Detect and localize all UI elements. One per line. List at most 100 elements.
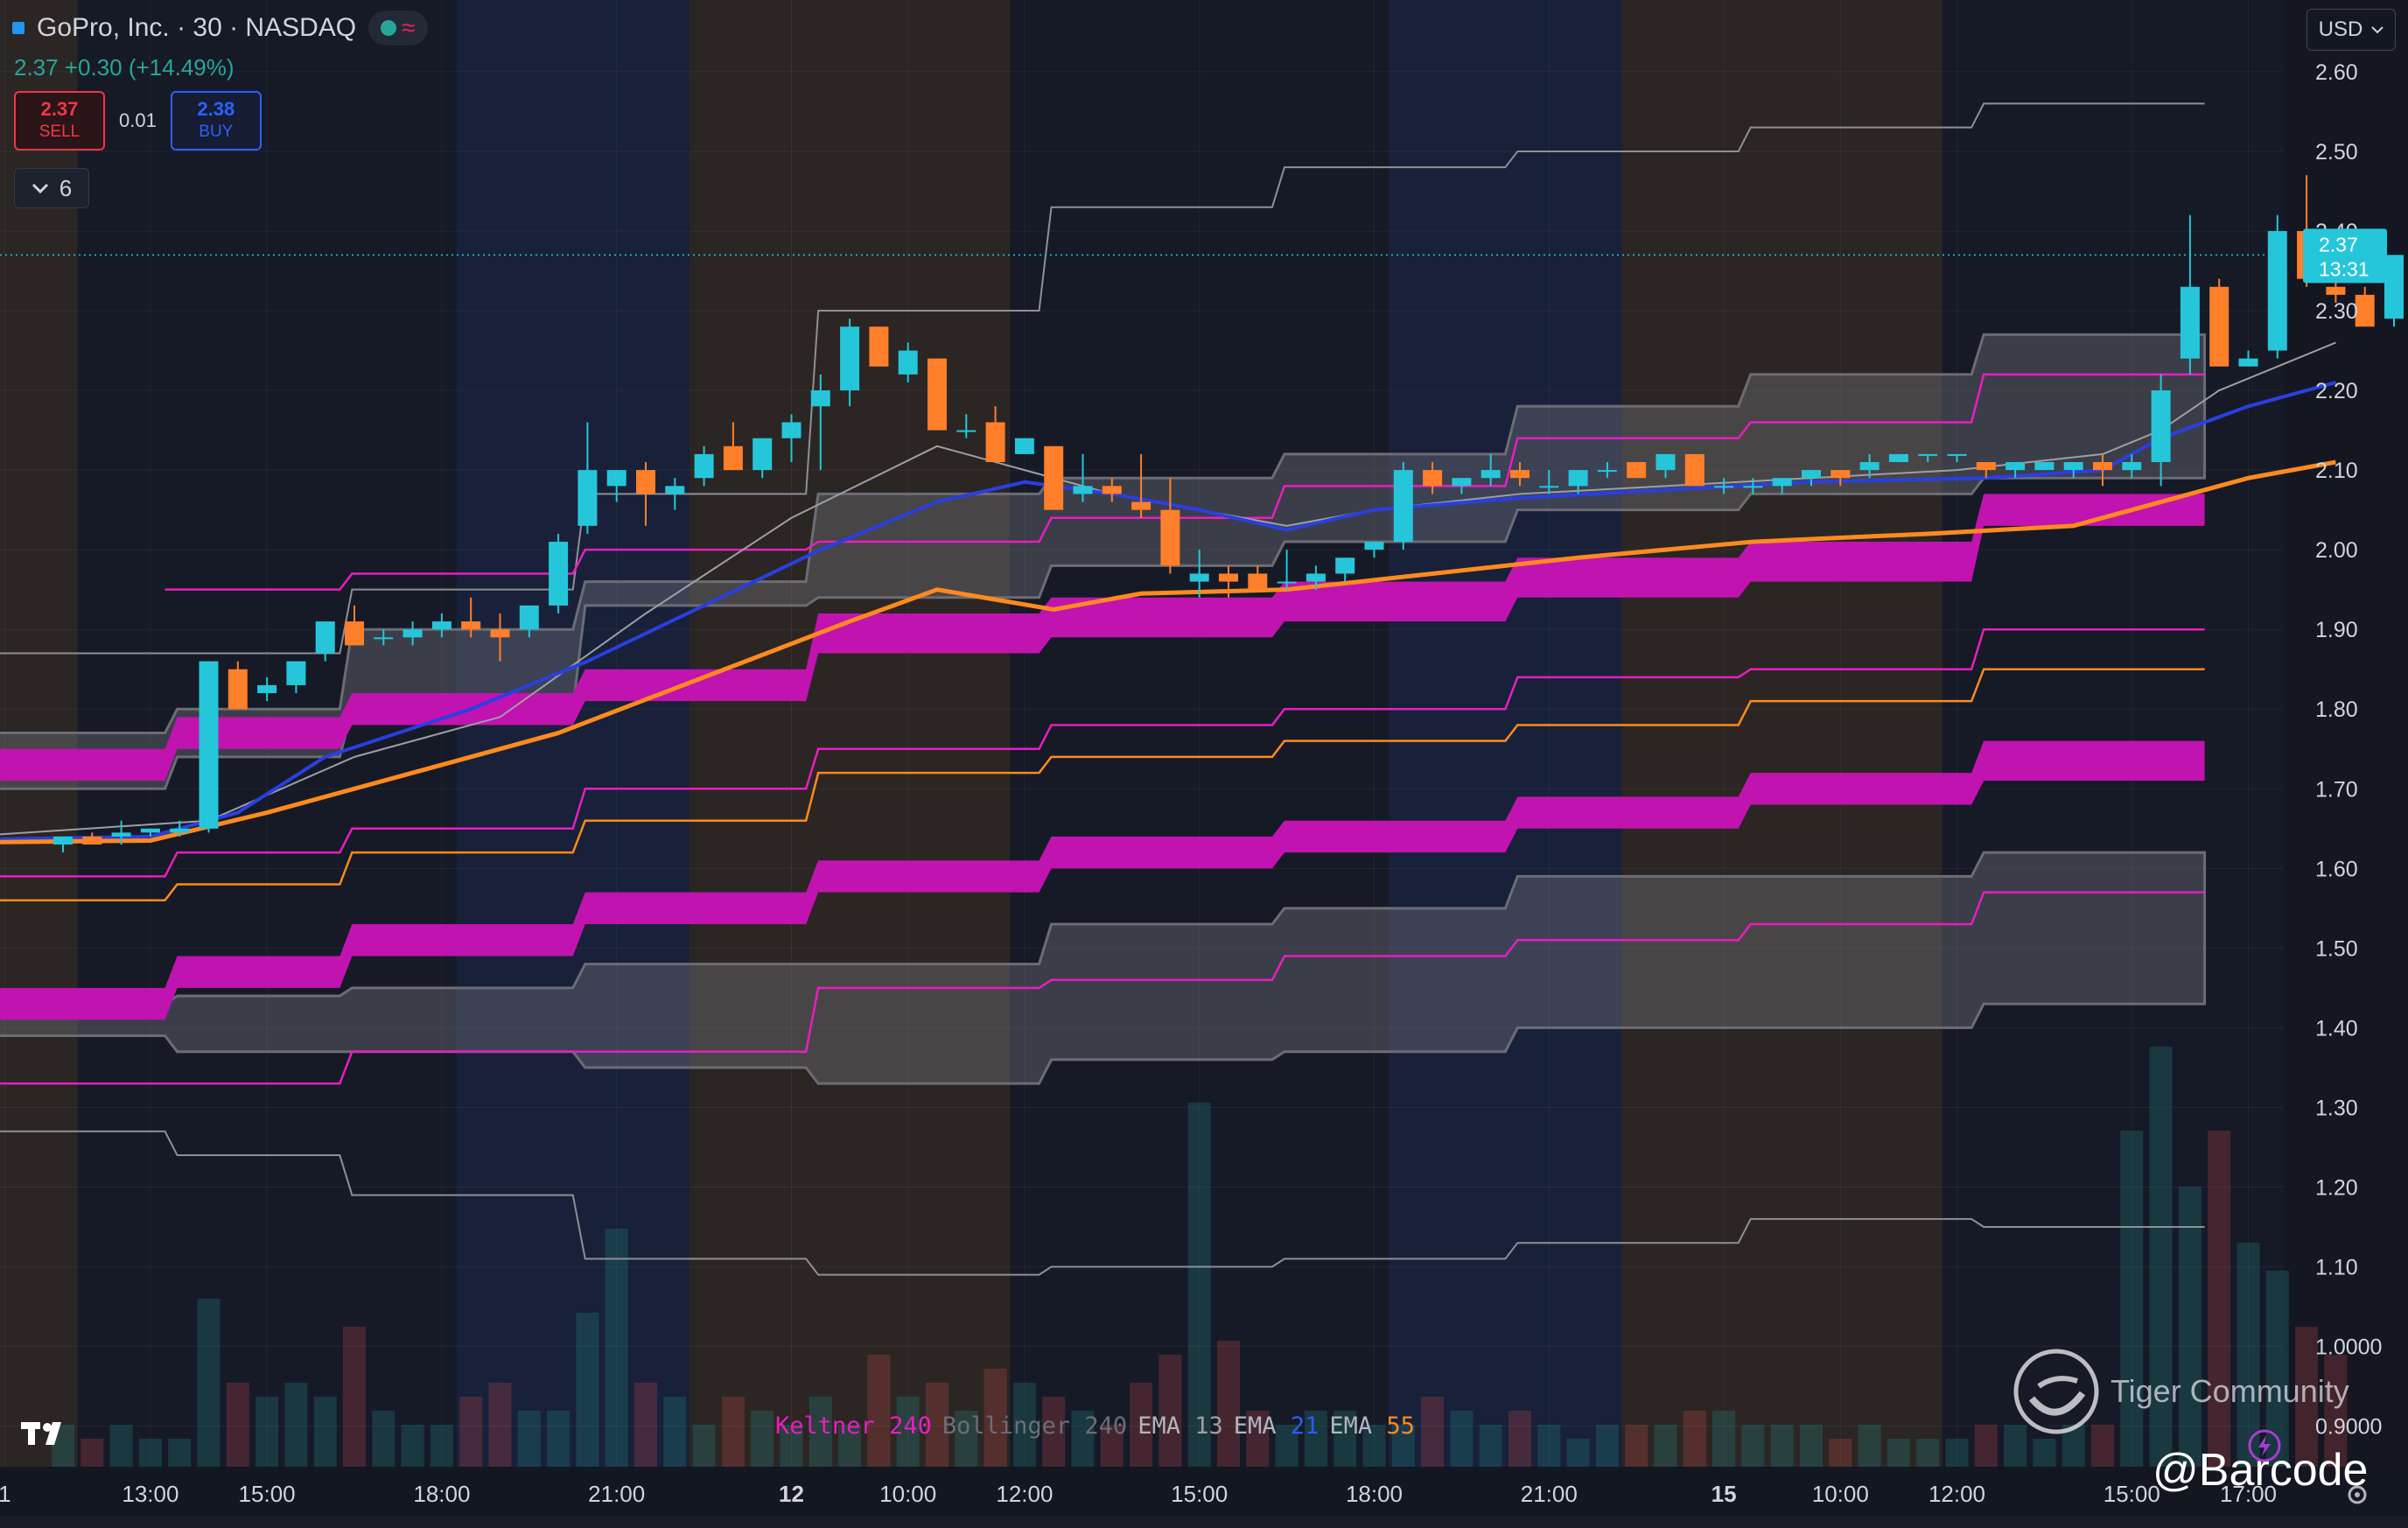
legend-keltner[interactable]: Keltner 240	[775, 1412, 932, 1440]
legend-bollinger[interactable]: Bollinger 240	[942, 1412, 1128, 1440]
candle-body	[2180, 286, 2200, 359]
wave-icon: ≈	[402, 14, 416, 41]
last-price-value: 2.37	[2319, 233, 2358, 256]
time-tick-label: 12:00	[1928, 1481, 1985, 1507]
time-tick-label: 10:00	[1812, 1481, 1869, 1507]
volume-bar	[605, 1229, 628, 1467]
price-tick-label: 1.70	[2315, 777, 2358, 802]
candle-body	[1684, 453, 1704, 487]
candle-body	[549, 542, 569, 606]
candle-body	[1656, 453, 1676, 471]
symbol-title[interactable]: GoPro, Inc. · 30 · NASDAQ	[37, 13, 357, 42]
price-axis[interactable]: 2.602.502.402.302.202.102.001.901.801.70…	[2315, 60, 2382, 1440]
last-price-label: 2.37 13:31	[2303, 228, 2387, 284]
sell-button[interactable]: 2.37 SELL	[14, 91, 105, 151]
legend-ema-21[interactable]: EMA 21	[1233, 1412, 1320, 1440]
candle-body	[928, 358, 947, 431]
price-tick-label: 1.80	[2315, 697, 2358, 722]
candle-body	[140, 828, 160, 833]
candle-body	[1510, 470, 1530, 479]
volume-bar	[955, 1411, 978, 1467]
candle-body	[431, 621, 452, 630]
volume-bar	[1800, 1425, 1823, 1467]
buy-button[interactable]: 2.38 BUY	[170, 91, 262, 151]
time-tick-label: 15	[1712, 1481, 1737, 1507]
volume-bar	[663, 1397, 687, 1467]
candle-body	[2238, 358, 2258, 367]
volume-bar	[1858, 1425, 1881, 1467]
time-axis[interactable]: 1 13:00 15:00 18:00 21:00 12 10:00 12:00 15:00 18…	[0, 1467, 2408, 1516]
currency-selector[interactable]: USD	[2306, 9, 2396, 51]
session-regular	[1010, 0, 1390, 1467]
candle-body	[1859, 462, 1880, 471]
buy-price: 2.38	[197, 98, 235, 120]
volume-bar	[2295, 1327, 2319, 1467]
price-tick-label: 1.50	[2315, 936, 2358, 961]
bollinger-lower-band	[0, 851, 2207, 1085]
volume-bar	[751, 1411, 774, 1467]
candle-body	[53, 836, 73, 845]
volume-bar	[1712, 1411, 1736, 1467]
indicator-legend[interactable]: Keltner 240 Bollinger 240 EMA 13 EMA 21 …	[775, 1412, 1415, 1440]
legend-ema-13[interactable]: EMA 13	[1138, 1412, 1223, 1440]
time-tick-label: 21:00	[1521, 1481, 1578, 1507]
price-tick-label: 2.50	[2315, 140, 2358, 165]
candle-body	[1452, 478, 1472, 487]
bollinger-upper-line	[0, 102, 2205, 655]
volume-bar	[197, 1299, 220, 1467]
volume-bar	[517, 1411, 541, 1467]
candle-body	[1219, 573, 1238, 582]
trade-panel: 2.37 SELL 0.01 2.38 BUY	[14, 91, 262, 151]
bottom-panel-edge	[0, 1516, 2408, 1528]
volume-bar	[1421, 1397, 1445, 1467]
volume-bar	[1217, 1341, 1240, 1467]
volume-bar	[1945, 1439, 1969, 1467]
candle-body	[956, 430, 976, 432]
keltner-orange-line	[0, 668, 2205, 901]
volume-bar	[343, 1327, 366, 1467]
volume-bar	[634, 1383, 657, 1467]
volume-bar	[1362, 1425, 1386, 1467]
lightning-icon[interactable]	[2245, 1426, 2284, 1465]
price-tick-label: 1.60	[2315, 857, 2358, 881]
candle-body	[199, 661, 219, 829]
candle-body	[781, 422, 802, 438]
symbol-header[interactable]: GoPro, Inc. · 30 · NASDAQ ≈	[12, 11, 428, 46]
candle-body	[869, 326, 889, 367]
keltner-upper-band	[0, 494, 2205, 782]
candles	[0, 175, 2404, 853]
settings-gear-icon[interactable]	[2342, 1479, 2373, 1510]
time-tick-label: 15:00	[239, 1481, 296, 1507]
bar-countdown: 13:31	[2319, 257, 2370, 280]
price-tick-label: 1.40	[2315, 1016, 2358, 1041]
community-label: Tiger Community	[2110, 1373, 2349, 1409]
price-tick-label: 1.90	[2315, 618, 2358, 642]
volume-bar	[1916, 1439, 1940, 1467]
indicator-collapse-button[interactable]: 6	[14, 168, 89, 208]
status-pill[interactable]: ≈	[368, 11, 428, 46]
tradingview-logo-icon[interactable]	[19, 1416, 75, 1455]
tiger-community-logo-icon	[2013, 1349, 2099, 1434]
volume-bar	[1391, 1425, 1415, 1467]
keltner-mid-line	[0, 627, 2205, 878]
volume-bar	[2178, 1187, 2202, 1467]
volume-bar	[1625, 1425, 1648, 1467]
volume-bar	[1508, 1411, 1531, 1467]
candle-body	[606, 470, 626, 487]
volume-bar	[1130, 1383, 1153, 1467]
price-tick-label: 0.9000	[2315, 1415, 2382, 1440]
last-price-label-bg	[2303, 228, 2387, 284]
candle-body	[2209, 286, 2230, 367]
legend-ema-55[interactable]: EMA 55	[1329, 1412, 1415, 1440]
volume-bar	[1537, 1425, 1561, 1467]
candle-body	[111, 832, 131, 837]
volume-bar	[1770, 1425, 1794, 1467]
time-tick-label: 18:00	[413, 1481, 470, 1507]
candle-body	[1044, 445, 1064, 510]
candle-body	[228, 669, 248, 710]
sell-price: 2.37	[40, 98, 79, 120]
candle-body	[402, 629, 423, 638]
price-change: 2.37 +0.30 (+14.49%)	[14, 54, 234, 81]
volume-bar	[1450, 1411, 1474, 1467]
